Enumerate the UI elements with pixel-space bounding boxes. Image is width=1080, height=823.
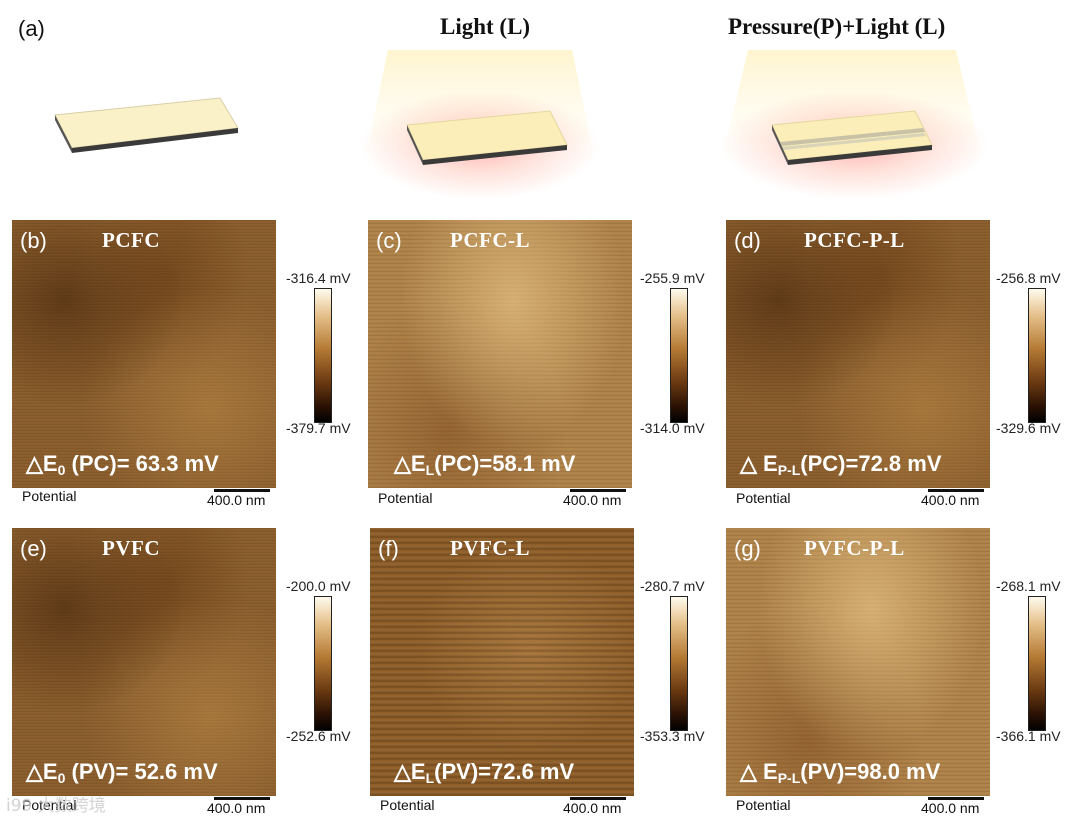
panel-title: PCFC-P-L <box>804 228 905 252</box>
afm-map-pcfc-l: (c) PCFC-L △EL(PC)=58.1 mV <box>368 220 632 488</box>
scale-label: 400.0 nm <box>921 492 980 508</box>
scale-label: 400.0 nm <box>921 800 980 816</box>
scale-bar <box>928 489 984 492</box>
colorbar-pvfc-p-l <box>1028 596 1046 731</box>
colorbar-min: -366.1 mV <box>996 728 1061 744</box>
panel-letter: (d) <box>734 228 761 253</box>
panel-letter: (g) <box>734 536 761 561</box>
scale-bar <box>928 797 984 800</box>
colorbar-min: -314.0 mV <box>640 420 705 436</box>
panel-a-label: (a) <box>18 16 45 41</box>
colorbar-pvfc <box>314 596 332 731</box>
afm-map-pvfc: (e) PVFC △E0 (PV)= 52.6 mV <box>12 528 276 796</box>
potential-difference: △EL(PV)=72.6 mV <box>394 759 575 786</box>
colorbar-pcfc-l <box>670 288 688 423</box>
colorbar-min: -252.6 mV <box>286 728 351 744</box>
potential-difference: △EL(PC)=58.1 mV <box>394 451 576 478</box>
watermark: i99 大数跨境 <box>6 796 106 816</box>
colorbar-pcfc <box>314 288 332 423</box>
scale-label: 400.0 nm <box>563 800 622 816</box>
colorbar-pvfc-l <box>670 596 688 731</box>
film-plain-illustration <box>54 97 239 153</box>
footer-label: Potential <box>22 797 77 813</box>
colorbar-pcfc-p-l <box>1028 288 1046 423</box>
panel-title: PCFC-L <box>450 228 530 252</box>
potential-difference: △E0 (PV)= 52.6 mV <box>26 759 218 786</box>
afm-map-pcfc: (b) PCFC △E0 (PC)= 63.3 mV <box>12 220 276 488</box>
scale-bar <box>570 797 626 800</box>
column-header-pressure-light: Pressure(P)+Light (L) <box>728 14 946 39</box>
footer-label: Potential <box>378 490 433 506</box>
scale-label: 400.0 nm <box>207 492 266 508</box>
colorbar-max: -280.7 mV <box>640 578 705 594</box>
colorbar-max: -255.9 mV <box>640 270 705 286</box>
colorbar-min: -379.7 mV <box>286 420 351 436</box>
footer-label: Potential <box>736 797 791 813</box>
scale-label: 400.0 nm <box>563 492 622 508</box>
potential-difference: △ EP-L(PC)=72.8 mV <box>740 451 942 478</box>
scale-bar <box>214 489 270 492</box>
colorbar-min: -353.3 mV <box>640 728 705 744</box>
scale-label: 400.0 nm <box>207 800 266 816</box>
footer-label: Potential <box>380 797 435 813</box>
colorbar-max: -316.4 mV <box>286 270 351 286</box>
panel-letter: (e) <box>20 536 47 561</box>
potential-difference: △ EP-L(PV)=98.0 mV <box>740 759 941 786</box>
footer-label: Potential <box>22 488 77 504</box>
film-light-illustration <box>406 110 568 165</box>
footer-label: Potential <box>736 490 791 506</box>
panel-title: PVFC-L <box>450 536 530 560</box>
scale-bar <box>570 489 626 492</box>
panel-title: PVFC <box>102 536 160 560</box>
panel-title: PCFC <box>102 228 160 252</box>
illustration-row <box>0 50 1080 210</box>
colorbar-max: -256.8 mV <box>996 270 1061 286</box>
afm-map-pvfc-p-l: (g) PVFC-P-L △ EP-L(PV)=98.0 mV <box>726 528 990 796</box>
column-header-light: Light (L) <box>440 14 531 39</box>
colorbar-max: -268.1 mV <box>996 578 1061 594</box>
panel-letter: (f) <box>378 536 399 561</box>
panel-title: PVFC-P-L <box>804 536 905 560</box>
afm-map-pcfc-p-l: (d) PCFC-P-L △ EP-L(PC)=72.8 mV <box>726 220 990 488</box>
colorbar-min: -329.6 mV <box>996 420 1061 436</box>
afm-map-pvfc-l: (f) PVFC-L △EL(PV)=72.6 mV <box>370 528 634 796</box>
colorbar-max: -200.0 mV <box>286 578 351 594</box>
potential-difference: △E0 (PC)= 63.3 mV <box>26 451 219 478</box>
panel-letter: (b) <box>20 228 47 253</box>
scale-bar <box>214 797 270 800</box>
film-pressure-light-illustration <box>771 110 933 165</box>
panel-letter: (c) <box>376 228 402 253</box>
